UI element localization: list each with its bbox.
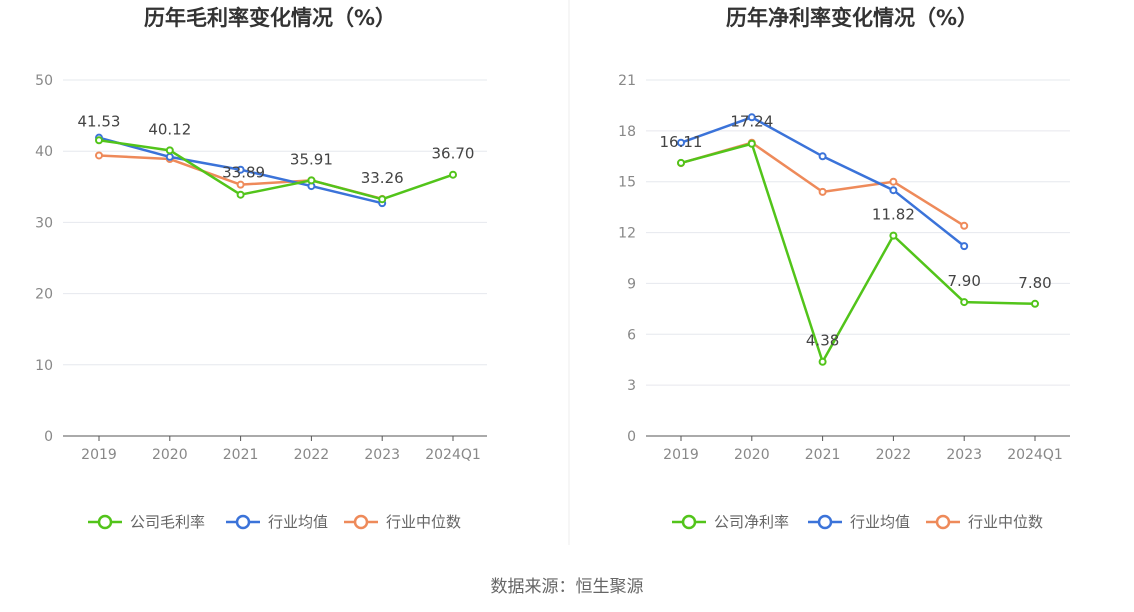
y-tick-label: 50 xyxy=(35,73,53,89)
data-point-avg xyxy=(747,113,756,122)
chart-title: 历年净利率变化情况（%） xyxy=(726,6,978,30)
data-label: 4.38 xyxy=(806,332,839,350)
data-label: 7.80 xyxy=(1018,274,1051,292)
data-label: 41.53 xyxy=(78,112,121,130)
data-point-avg xyxy=(165,152,174,161)
x-tick-label: 2021 xyxy=(223,447,259,463)
data-point-avg xyxy=(889,186,898,195)
x-tick-label: 2023 xyxy=(946,447,982,463)
data-point-company xyxy=(889,231,898,240)
y-tick-label: 9 xyxy=(627,276,636,292)
legend-label: 公司毛利率 xyxy=(130,513,205,531)
legend-item-company[interactable]: 公司毛利率 xyxy=(88,513,205,531)
data-label: 40.12 xyxy=(148,120,191,138)
data-point-company xyxy=(165,146,174,155)
y-tick-label: 30 xyxy=(35,215,53,231)
x-tick-label: 2023 xyxy=(364,447,400,463)
x-tick-label: 2022 xyxy=(294,447,330,463)
x-tick-label: 2021 xyxy=(805,447,841,463)
data-point-median xyxy=(889,177,898,186)
legend-label: 行业中位数 xyxy=(968,513,1043,531)
gross-margin-chart: 历年毛利率变化情况（%） 0 10 20 30 40 50 2019 2020 2021 2022 2… xyxy=(35,6,487,531)
data-point-company xyxy=(236,190,245,199)
data-point-avg xyxy=(677,138,685,147)
y-tick-label: 21 xyxy=(618,73,636,89)
data-point-company xyxy=(677,158,685,167)
legend-item-company[interactable]: 公司净利率 xyxy=(672,513,789,531)
data-point-company xyxy=(95,136,103,145)
y-tick-label: 40 xyxy=(35,144,53,160)
data-point-company xyxy=(747,139,756,148)
data-point-median xyxy=(818,187,827,196)
legend-item-median[interactable]: 行业中位数 xyxy=(344,513,461,531)
y-tick-label: 15 xyxy=(618,175,636,191)
x-tick-label: 2022 xyxy=(876,447,912,463)
y-tick-label: 3 xyxy=(627,378,636,394)
y-tick-label: 0 xyxy=(44,429,53,445)
x-tick-label: 2020 xyxy=(734,447,770,463)
data-point-avg xyxy=(818,152,827,161)
data-label: 36.70 xyxy=(432,145,475,163)
x-tick-label: 2024Q1 xyxy=(425,447,481,463)
data-point-company xyxy=(1031,299,1039,308)
data-source: 数据来源：恒生聚源 xyxy=(491,577,644,597)
legend-label: 行业中位数 xyxy=(386,513,461,531)
data-point-company xyxy=(307,176,316,185)
y-tick-label: 12 xyxy=(618,226,636,242)
y-tick-label: 20 xyxy=(35,287,53,303)
y-tick-label: 10 xyxy=(35,358,53,374)
data-point-median xyxy=(236,180,245,189)
net-margin-chart: 历年净利率变化情况（%） 0 3 6 9 12 15 18 21 2019 2020 2021 2022… xyxy=(618,6,1070,531)
data-label: 11.82 xyxy=(872,206,915,224)
legend-label: 行业均值 xyxy=(268,513,328,531)
data-point-company xyxy=(378,195,387,204)
x-tick-label: 2020 xyxy=(152,447,188,463)
data-label: 7.90 xyxy=(947,272,980,290)
data-point-company xyxy=(960,298,969,307)
series-line-company xyxy=(98,139,454,201)
data-point-company xyxy=(449,170,457,179)
data-point-avg xyxy=(960,242,969,251)
legend-marker xyxy=(681,514,697,530)
data-point-median xyxy=(960,221,969,230)
legend-marker xyxy=(97,514,113,530)
data-label: 35.91 xyxy=(290,150,333,168)
y-tick-label: 18 xyxy=(618,124,636,140)
data-label: 16.11 xyxy=(660,133,703,151)
legend-marker xyxy=(235,514,251,530)
legend-label: 行业均值 xyxy=(850,513,910,531)
data-label: 33.89 xyxy=(222,164,265,182)
data-label: 33.26 xyxy=(361,169,404,187)
series-line-company xyxy=(680,142,1036,363)
y-tick-label: 0 xyxy=(627,429,636,445)
data-point-median xyxy=(95,151,103,160)
y-tick-label: 6 xyxy=(627,327,636,343)
legend-item-median[interactable]: 行业中位数 xyxy=(926,513,1043,531)
legend-label: 公司净利率 xyxy=(714,513,789,531)
x-tick-label: 2024Q1 xyxy=(1007,447,1063,463)
legend-item-avg[interactable]: 行业均值 xyxy=(808,513,910,531)
chart-title: 历年毛利率变化情况（%） xyxy=(144,6,396,30)
x-tick-label: 2019 xyxy=(81,447,117,463)
legend-marker xyxy=(817,514,833,530)
legend-item-avg[interactable]: 行业均值 xyxy=(226,513,328,531)
legend-marker xyxy=(353,514,369,530)
x-tick-label: 2019 xyxy=(663,447,699,463)
legend-marker xyxy=(935,514,951,530)
data-label: 17.24 xyxy=(730,113,773,131)
data-point-company xyxy=(818,357,827,366)
data-point-avg xyxy=(236,165,245,174)
